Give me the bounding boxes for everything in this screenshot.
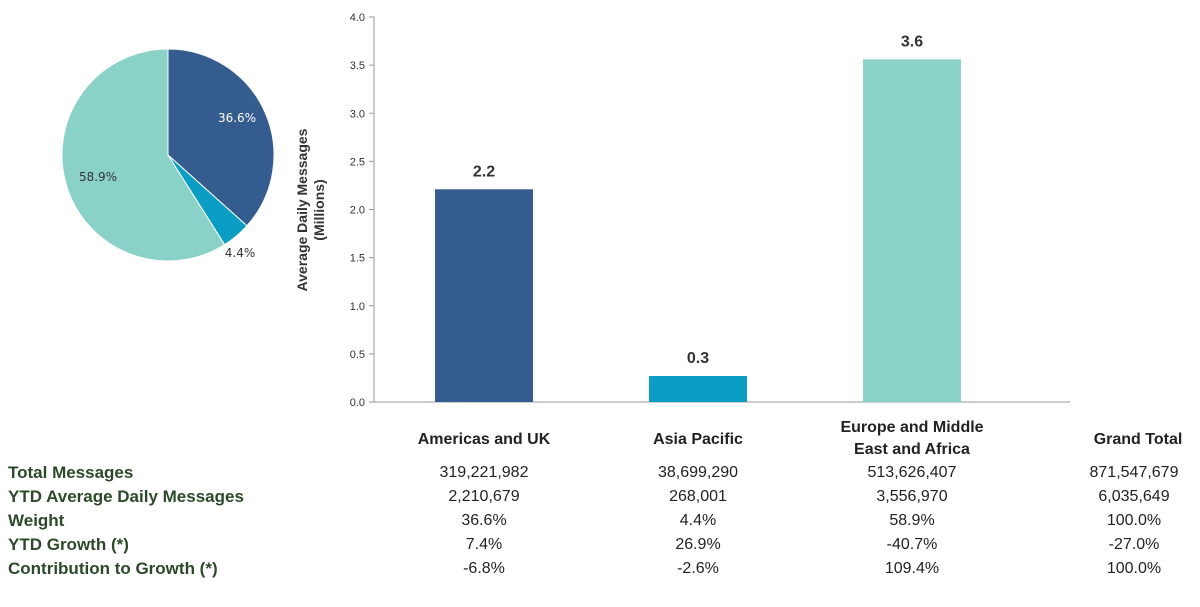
- table-cell: 36.6%: [461, 512, 507, 529]
- bar: [863, 59, 961, 402]
- row-label: YTD Growth (*): [8, 535, 129, 554]
- pie-slice: [167, 48, 275, 227]
- table-cell: -27.0%: [1108, 536, 1160, 553]
- table-row: Weight 36.6% 4.4% 58.9% 100.0%: [0, 509, 1200, 533]
- summary-table: Total Messages 319,221,982 38,699,290 513,6…: [0, 461, 1200, 581]
- row-label: Total Messages: [8, 463, 134, 482]
- table-row: YTD Growth (*) 7.4% 26.9% -40.7% -27.0%: [0, 533, 1200, 557]
- table-cell: -6.8%: [463, 560, 505, 577]
- y-axis-label: Average Daily Messages(Millions): [294, 128, 327, 291]
- y-tick-label: 3.0: [350, 108, 365, 120]
- y-tick-label: 2.5: [350, 156, 365, 168]
- table-cell: 513,626,407: [867, 464, 957, 481]
- y-tick-label: 4.0: [350, 12, 365, 24]
- pie-slice-label: 36.6%: [218, 111, 256, 125]
- y-tick-label: 3.5: [350, 60, 365, 72]
- table-cell: 319,221,982: [439, 464, 529, 481]
- y-tick-label: 0.5: [350, 349, 365, 361]
- table-cell: 3,556,970: [876, 488, 948, 505]
- table-cell: 100.0%: [1106, 512, 1162, 529]
- table-cell: 6,035,649: [1098, 488, 1170, 505]
- table-cell: 58.9%: [889, 512, 935, 529]
- table-cell: 268,001: [669, 488, 727, 505]
- x-category-label: Europe and Middle East and Africa: [840, 419, 983, 458]
- table-row: Contribution to Growth (*) -6.8% -2.6% 109.…: [0, 557, 1200, 581]
- table-cell: 26.9%: [675, 536, 721, 553]
- table-cell: -2.6%: [677, 560, 719, 577]
- table-cell: 2,210,679: [448, 488, 520, 505]
- bar-value-label: 2.2: [473, 163, 495, 180]
- x-category-label: Americas and UK: [418, 431, 551, 448]
- bar: [649, 376, 747, 402]
- row-label: Weight: [8, 511, 65, 530]
- table-cell: 7.4%: [465, 536, 503, 553]
- bar-value-label: 0.3: [687, 350, 709, 367]
- table-row: Total Messages 319,221,982 38,699,290 513,6…: [0, 461, 1200, 485]
- table-cell: 4.4%: [679, 512, 717, 529]
- row-label: YTD Average Daily Messages: [8, 487, 244, 506]
- table-cell: 109.4%: [884, 560, 940, 577]
- y-tick-label: 1.0: [350, 301, 365, 313]
- row-label: Contribution to Growth (*): [8, 559, 218, 578]
- grand-total-header: Grand Total: [1094, 431, 1183, 448]
- bar: [435, 189, 533, 402]
- y-tick-label: 1.5: [350, 253, 365, 265]
- y-tick-label: 2.0: [350, 205, 365, 217]
- pie-slice: [61, 48, 226, 262]
- table-cell: 871,547,679: [1089, 464, 1179, 481]
- table-cell: -40.7%: [886, 536, 938, 553]
- table-row: YTD Average Daily Messages 2,210,679 268,0…: [0, 485, 1200, 509]
- pie-slice-label: 58.9%: [79, 170, 117, 184]
- table-cell: 38,699,290: [657, 464, 739, 481]
- x-category-label: Asia Pacific: [653, 431, 743, 448]
- bar-chart: 0.0 0.5 1.0 1.5 2.0 2.5 3.0 3.5 4.0 Average Daily…: [294, 12, 1182, 458]
- pie-slice-label: 4.4%: [225, 246, 256, 260]
- table-cell: 100.0%: [1106, 560, 1162, 577]
- bar-value-label: 3.6: [901, 33, 923, 50]
- pie-chart: 36.6% 4.4% 58.9%: [61, 48, 275, 262]
- y-tick-label: 0.0: [350, 397, 365, 409]
